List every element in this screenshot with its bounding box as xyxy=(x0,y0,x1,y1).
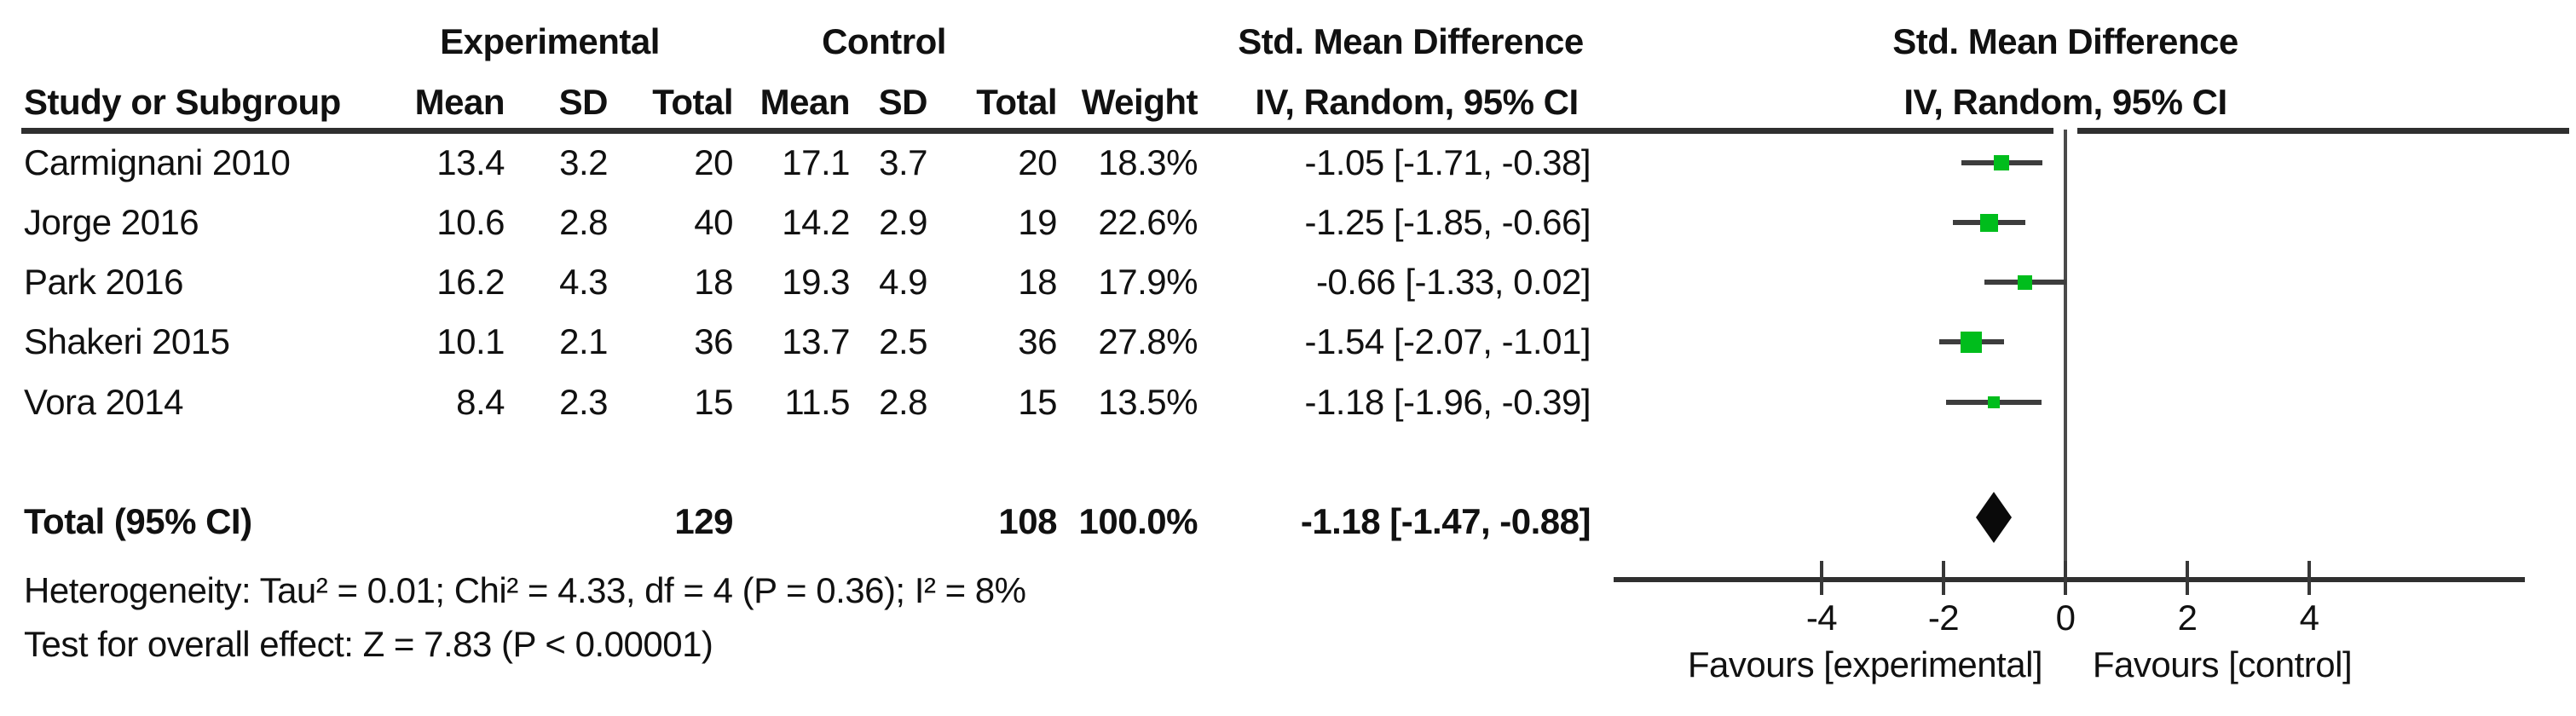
weight-cell: 13.5% xyxy=(1098,382,1198,422)
col-header-ctrl-mean: Mean xyxy=(760,82,851,122)
group-header-experimental: Experimental xyxy=(440,21,660,61)
favours-control-label: Favours [control] xyxy=(2092,644,2353,684)
axis-tick-label: -4 xyxy=(1805,598,1838,638)
ctrl-mean-cell: 14.2 xyxy=(782,202,850,242)
exp-mean-cell: 10.6 xyxy=(436,202,505,242)
weight-cell: 27.8% xyxy=(1098,321,1198,361)
exp-sd-cell: 2.8 xyxy=(559,202,608,242)
exp-total-cell: 40 xyxy=(694,202,733,242)
col-header-study: Study or Subgroup xyxy=(24,82,341,122)
exp-total-cell: 20 xyxy=(694,142,733,182)
col-header-ctrl-total: Total xyxy=(976,82,1057,122)
ctrl-mean-cell: 13.7 xyxy=(782,321,850,361)
axis-tick xyxy=(1942,561,1945,595)
ci-cell: -1.18 [-1.96, -0.39] xyxy=(1304,382,1591,422)
ctrl-total-cell: 19 xyxy=(1018,202,1057,242)
ctrl-sd-cell: 2.8 xyxy=(879,382,927,422)
exp-mean-cell: 16.2 xyxy=(436,262,505,302)
point-estimate-square xyxy=(1994,155,2009,170)
ctrl-total-cell: 36 xyxy=(1018,321,1057,361)
exp-mean-cell: 13.4 xyxy=(436,142,505,182)
group-header-smd-table: Std. Mean Difference xyxy=(1238,21,1584,61)
total-weight-cell: 100.0% xyxy=(1078,501,1198,541)
ctrl-mean-cell: 19.3 xyxy=(782,262,850,302)
ctrl-total-cell: 18 xyxy=(1018,262,1057,302)
plot-header-line2: IV, Random, 95% CI xyxy=(1903,82,2227,122)
weight-cell: 18.3% xyxy=(1098,142,1198,182)
col-header-weight: Weight xyxy=(1081,82,1198,122)
exp-sd-cell: 3.2 xyxy=(559,142,608,182)
group-header-control: Control xyxy=(822,21,946,61)
weight-cell: 17.9% xyxy=(1098,262,1198,302)
ci-cell: -1.05 [-1.71, -0.38] xyxy=(1304,142,1591,182)
total-exp-total-cell: 129 xyxy=(674,501,733,541)
point-estimate-square xyxy=(1980,214,1998,232)
point-estimate-square xyxy=(1988,396,2000,408)
axis-tick xyxy=(1820,561,1823,595)
heterogeneity-note: Heterogeneity: Tau² = 0.01; Chi² = 4.33,… xyxy=(24,570,1026,610)
total-ctrl-total-cell: 108 xyxy=(998,501,1057,541)
weight-cell: 22.6% xyxy=(1098,202,1198,242)
zero-effect-line xyxy=(2064,130,2067,580)
exp-sd-cell: 2.1 xyxy=(559,321,608,361)
header-rule-left xyxy=(21,128,2053,134)
ctrl-sd-cell: 2.5 xyxy=(879,321,927,361)
study-name: Shakeri 2015 xyxy=(24,321,230,361)
axis-tick xyxy=(2186,561,2189,595)
axis-tick xyxy=(2307,561,2311,595)
pooled-estimate-diamond xyxy=(1976,492,2012,543)
point-estimate-square xyxy=(2018,275,2032,290)
ctrl-total-cell: 20 xyxy=(1018,142,1057,182)
axis-tick-label: 2 xyxy=(2177,598,2198,638)
study-name: Jorge 2016 xyxy=(24,202,199,242)
point-estimate-square xyxy=(1961,332,1982,353)
header-rule-right xyxy=(2077,128,2569,134)
study-name: Park 2016 xyxy=(24,262,183,302)
study-name: Carmignani 2010 xyxy=(24,142,291,182)
ctrl-sd-cell: 2.9 xyxy=(879,202,927,242)
x-axis-line xyxy=(1614,577,2525,582)
ci-cell: -0.66 [-1.33, 0.02] xyxy=(1315,262,1591,302)
col-header-exp-sd: SD xyxy=(558,82,609,122)
study-name: Vora 2014 xyxy=(24,382,184,422)
ci-cell: -1.25 [-1.85, -0.66] xyxy=(1304,202,1591,242)
axis-tick-label: -2 xyxy=(1927,598,1960,638)
axis-tick-label: 4 xyxy=(2299,598,2319,638)
col-header-exp-total: Total xyxy=(652,82,733,122)
exp-total-cell: 15 xyxy=(694,382,733,422)
col-header-ci: IV, Random, 95% CI xyxy=(1255,82,1579,122)
axis-tick xyxy=(2064,561,2067,595)
exp-total-cell: 36 xyxy=(694,321,733,361)
exp-sd-cell: 4.3 xyxy=(559,262,608,302)
exp-mean-cell: 8.4 xyxy=(456,382,505,422)
total-ci-cell: -1.18 [-1.47, -0.88] xyxy=(1300,501,1591,541)
favours-experimental-label: Favours [experimental] xyxy=(1687,644,2043,684)
ctrl-sd-cell: 4.9 xyxy=(879,262,927,302)
total-label: Total (95% CI) xyxy=(24,501,252,541)
plot-header-line1: Std. Mean Difference xyxy=(1892,21,2238,61)
exp-sd-cell: 2.3 xyxy=(559,382,608,422)
col-header-ctrl-sd: SD xyxy=(878,82,928,122)
ctrl-mean-cell: 11.5 xyxy=(784,382,850,422)
exp-mean-cell: 10.1 xyxy=(436,321,505,361)
overall-effect-note: Test for overall effect: Z = 7.83 (P < 0… xyxy=(24,624,713,664)
axis-tick-label: 0 xyxy=(2055,598,2076,638)
ci-cell: -1.54 [-2.07, -1.01] xyxy=(1304,321,1591,361)
col-header-exp-mean: Mean xyxy=(414,82,505,122)
ctrl-mean-cell: 17.1 xyxy=(782,142,850,182)
ctrl-sd-cell: 3.7 xyxy=(879,142,927,182)
exp-total-cell: 18 xyxy=(694,262,733,302)
ctrl-total-cell: 15 xyxy=(1018,382,1057,422)
